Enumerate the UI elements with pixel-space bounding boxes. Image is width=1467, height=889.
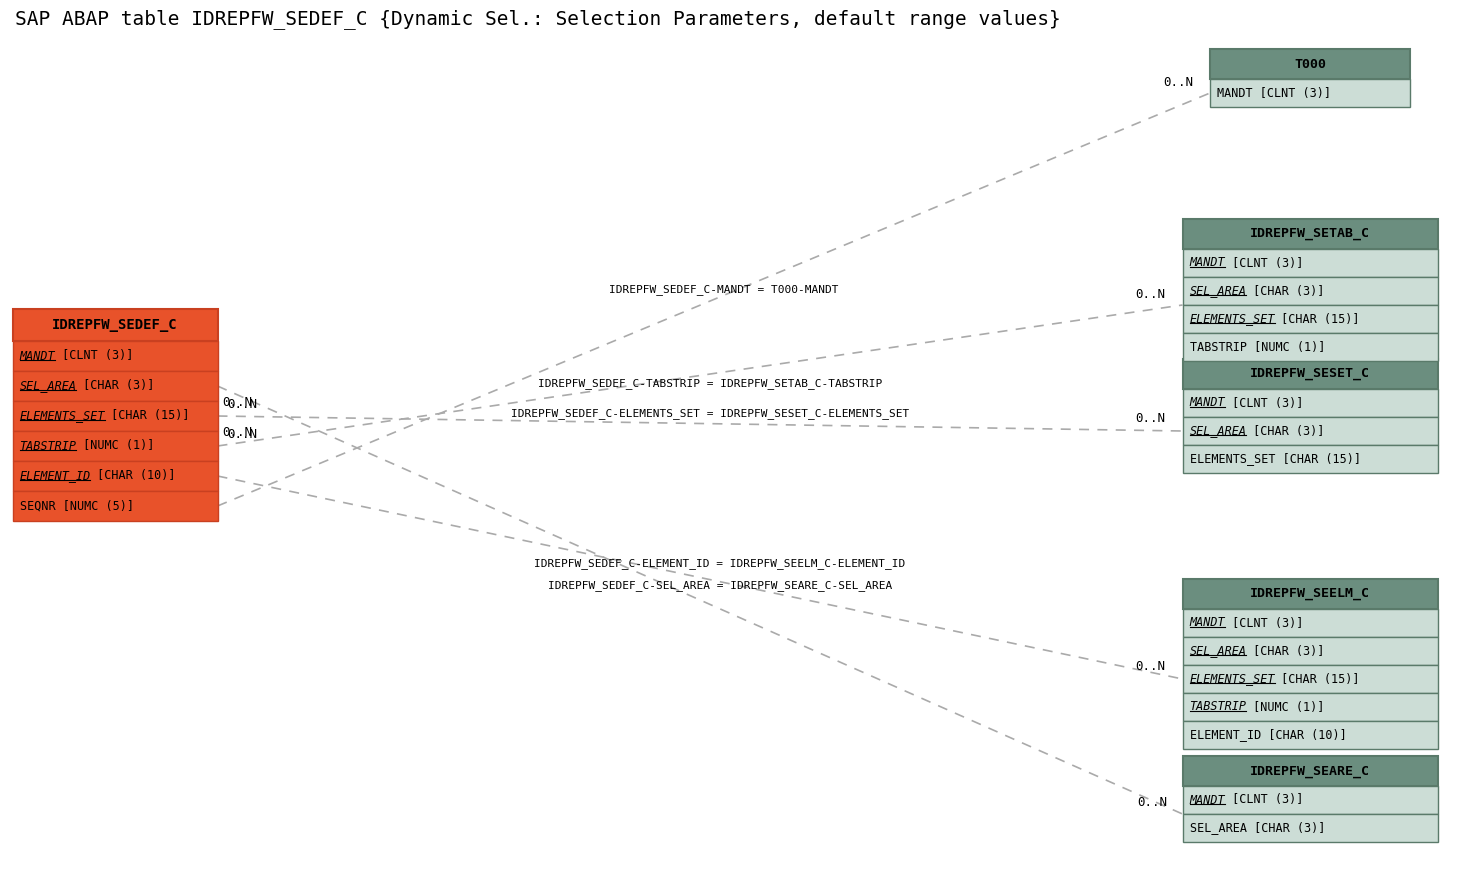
Text: IDREPFW_SEDEF_C-TABSTRIP = IDREPFW_SETAB_C-TABSTRIP: IDREPFW_SEDEF_C-TABSTRIP = IDREPFW_SETAB…	[538, 378, 882, 389]
Bar	[1182, 249, 1438, 277]
Text: [CLNT (3)]: [CLNT (3)]	[1225, 794, 1303, 806]
Bar	[13, 371, 217, 401]
Text: TABSTRIP [NUMC (1)]: TABSTRIP [NUMC (1)]	[1190, 340, 1325, 354]
Bar	[1182, 786, 1438, 814]
Text: [CLNT (3)]: [CLNT (3)]	[54, 349, 133, 363]
Bar	[13, 461, 217, 491]
Text: IDREPFW_SEARE_C: IDREPFW_SEARE_C	[1250, 765, 1370, 778]
Bar	[1182, 417, 1438, 445]
Text: MANDT: MANDT	[1190, 257, 1225, 269]
Bar	[1182, 637, 1438, 665]
Bar	[1182, 389, 1438, 417]
Text: [CLNT (3)]: [CLNT (3)]	[1225, 257, 1303, 269]
Text: IDREPFW_SESET_C: IDREPFW_SESET_C	[1250, 367, 1370, 380]
Text: [CLNT (3)]: [CLNT (3)]	[1225, 616, 1303, 629]
Text: 0..N: 0..N	[223, 426, 252, 438]
Text: ELEMENTS_SET [CHAR (15)]: ELEMENTS_SET [CHAR (15)]	[1190, 453, 1360, 466]
Text: IDREPFW_SEDEF_C-ELEMENTS_SET = IDREPFW_SESET_C-ELEMENTS_SET: IDREPFW_SEDEF_C-ELEMENTS_SET = IDREPFW_S…	[511, 408, 910, 419]
Text: IDREPFW_SEDEF_C-SEL_AREA = IDREPFW_SEARE_C-SEL_AREA: IDREPFW_SEDEF_C-SEL_AREA = IDREPFW_SEARE…	[547, 581, 892, 591]
Bar	[13, 309, 217, 341]
Bar	[1182, 579, 1438, 609]
Text: [CHAR (10)]: [CHAR (10)]	[91, 469, 176, 483]
Text: 0..N: 0..N	[227, 397, 258, 411]
Text: [CHAR (3)]: [CHAR (3)]	[1245, 645, 1325, 658]
Text: [NUMC (1)]: [NUMC (1)]	[1245, 701, 1325, 714]
Text: 0..N: 0..N	[1163, 76, 1193, 90]
Bar	[1210, 79, 1410, 107]
Bar	[13, 401, 217, 431]
Text: MANDT: MANDT	[1190, 794, 1225, 806]
Text: IDREPFW_SETAB_C: IDREPFW_SETAB_C	[1250, 228, 1370, 241]
Text: ELEMENT_ID [CHAR (10)]: ELEMENT_ID [CHAR (10)]	[1190, 728, 1347, 741]
Text: ELEMENTS_SET: ELEMENTS_SET	[19, 410, 106, 422]
Text: 0..N: 0..N	[1135, 661, 1165, 674]
Bar	[1182, 721, 1438, 749]
Text: [NUMC (1)]: [NUMC (1)]	[76, 439, 154, 453]
Bar	[1182, 445, 1438, 473]
Text: [CHAR (3)]: [CHAR (3)]	[76, 380, 154, 393]
Text: [CLNT (3)]: [CLNT (3)]	[1225, 396, 1303, 410]
Text: IDREPFW_SEDEF_C-ELEMENT_ID = IDREPFW_SEELM_C-ELEMENT_ID: IDREPFW_SEDEF_C-ELEMENT_ID = IDREPFW_SEE…	[534, 558, 905, 569]
Text: TABSTRIP: TABSTRIP	[19, 439, 76, 453]
Bar	[1182, 277, 1438, 305]
Text: MANDT [CLNT (3)]: MANDT [CLNT (3)]	[1218, 86, 1331, 100]
Bar	[1210, 49, 1410, 79]
Bar	[1182, 814, 1438, 842]
Text: SEQNR [NUMC (5)]: SEQNR [NUMC (5)]	[19, 500, 133, 512]
Bar	[1182, 359, 1438, 389]
Text: MANDT: MANDT	[19, 349, 56, 363]
Bar	[13, 341, 217, 371]
Bar	[13, 431, 217, 461]
Text: IDREPFW_SEDEF_C-MANDT = T000-MANDT: IDREPFW_SEDEF_C-MANDT = T000-MANDT	[609, 284, 839, 295]
Text: SEL_AREA: SEL_AREA	[19, 380, 76, 393]
Text: [CHAR (15)]: [CHAR (15)]	[104, 410, 191, 422]
Text: 0..N: 0..N	[1137, 796, 1168, 808]
Text: ELEMENT_ID: ELEMENT_ID	[19, 469, 91, 483]
Text: 0..N: 0..N	[1135, 412, 1165, 426]
Bar	[1182, 609, 1438, 637]
Bar	[1182, 756, 1438, 786]
Text: [CHAR (15)]: [CHAR (15)]	[1275, 313, 1360, 325]
Bar	[1182, 693, 1438, 721]
Text: [CHAR (3)]: [CHAR (3)]	[1245, 284, 1325, 298]
Text: MANDT: MANDT	[1190, 396, 1225, 410]
Text: TABSTRIP: TABSTRIP	[1190, 701, 1247, 714]
Text: 0..N: 0..N	[227, 428, 258, 441]
Text: MANDT: MANDT	[1190, 616, 1225, 629]
Text: ELEMENTS_SET: ELEMENTS_SET	[1190, 672, 1275, 685]
Text: SAP ABAP table IDREPFW_SEDEF_C {Dynamic Sel.: Selection Parameters, default rang: SAP ABAP table IDREPFW_SEDEF_C {Dynamic …	[15, 9, 1061, 29]
Text: T000: T000	[1294, 58, 1326, 70]
Bar	[1182, 219, 1438, 249]
Text: SEL_AREA: SEL_AREA	[1190, 425, 1247, 437]
Text: 0..N: 0..N	[223, 396, 252, 409]
Text: 0..N: 0..N	[1135, 289, 1165, 301]
Bar	[1182, 665, 1438, 693]
Bar	[1182, 333, 1438, 361]
Text: [CHAR (15)]: [CHAR (15)]	[1275, 672, 1360, 685]
Text: SEL_AREA: SEL_AREA	[1190, 645, 1247, 658]
Text: IDREPFW_SEELM_C: IDREPFW_SEELM_C	[1250, 588, 1370, 600]
Bar	[13, 491, 217, 521]
Text: [CHAR (3)]: [CHAR (3)]	[1245, 425, 1325, 437]
Text: IDREPFW_SEDEF_C: IDREPFW_SEDEF_C	[53, 318, 178, 332]
Text: SEL_AREA [CHAR (3)]: SEL_AREA [CHAR (3)]	[1190, 821, 1325, 835]
Text: ELEMENTS_SET: ELEMENTS_SET	[1190, 313, 1275, 325]
Text: SEL_AREA: SEL_AREA	[1190, 284, 1247, 298]
Bar	[1182, 305, 1438, 333]
